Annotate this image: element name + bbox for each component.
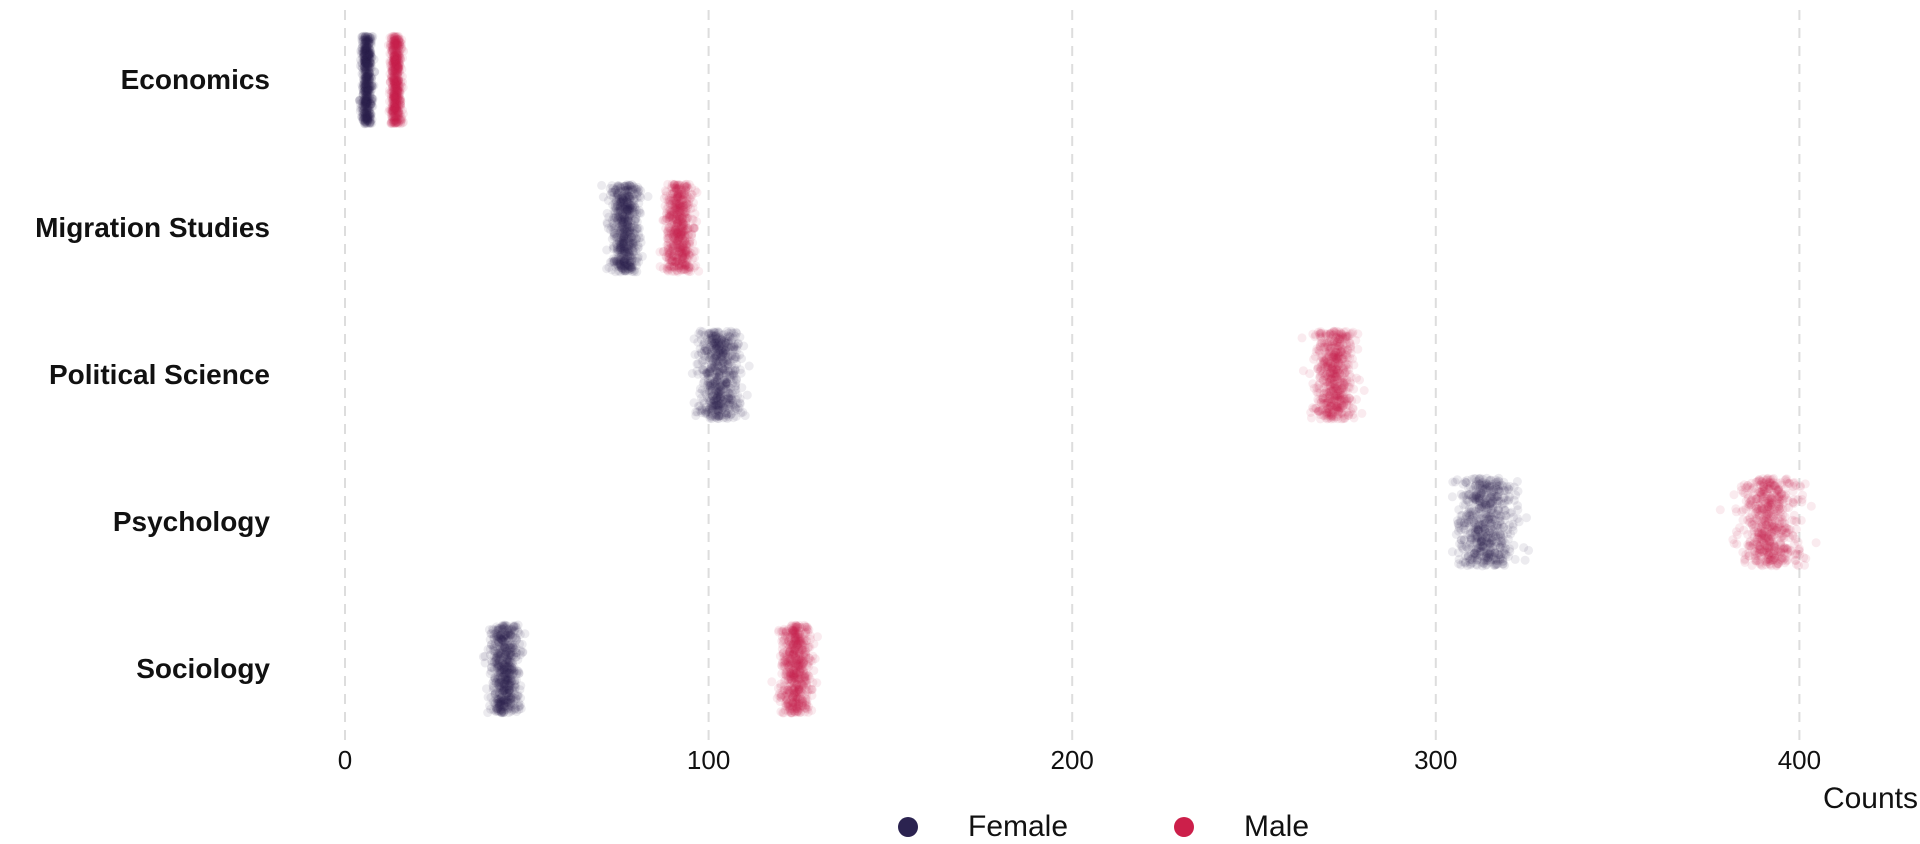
category-label-economics: Economics [120, 64, 270, 95]
x-tick-label: 100 [686, 745, 731, 775]
category-label-migration-studies: Migration Studies [35, 212, 270, 243]
x-tick-label: 300 [1414, 745, 1458, 775]
x-tick-label: 0 [337, 745, 353, 775]
legend-item-male: Male [1174, 810, 1309, 844]
category-label-psychology: Psychology [112, 506, 270, 537]
x-axis-title: Counts [1822, 782, 1918, 815]
x-tick-label: 400 [1777, 745, 1822, 775]
data-points [354, 31, 1821, 718]
category-label-sociology: Sociology [136, 653, 270, 684]
legend: Female Male [0, 810, 1920, 844]
legend-label: Female [968, 810, 1069, 843]
x-tick-label: 200 [1050, 745, 1094, 775]
legend-item-female: Female [898, 810, 1068, 844]
category-label-political-science: Political Science [49, 359, 270, 390]
gridlines [344, 10, 1801, 740]
legend-dot-icon [898, 817, 918, 837]
legend-dot-icon [1174, 817, 1194, 837]
legend-label: Male [1244, 810, 1310, 843]
